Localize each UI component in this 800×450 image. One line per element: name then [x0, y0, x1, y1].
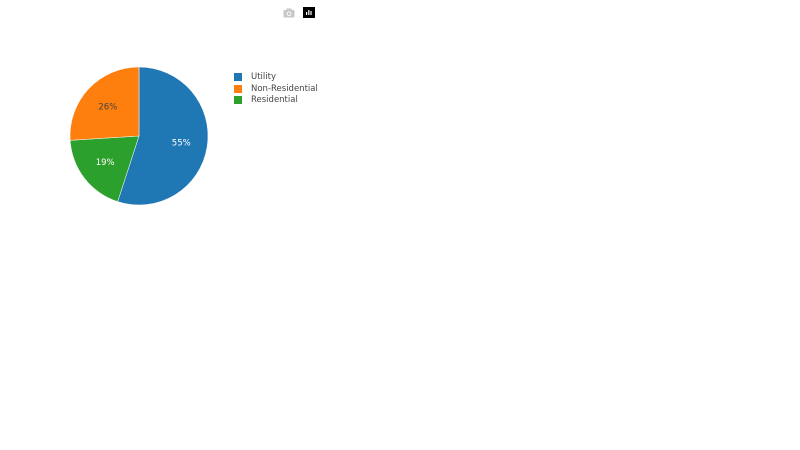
slice-label: 55% [172, 139, 191, 149]
legend-item[interactable]: Non-Residential [234, 83, 318, 95]
legend-label: Residential [251, 95, 298, 106]
modebar [283, 7, 315, 18]
slice-label: 26% [98, 103, 117, 113]
legend-swatch [234, 96, 242, 105]
legend-label: Non-Residential [251, 83, 318, 94]
plotly-logo-icon[interactable] [303, 7, 315, 18]
pie-slice-residential[interactable] [69, 135, 140, 202]
legend-swatch [234, 72, 242, 81]
legend-label: Utility [251, 71, 277, 82]
pie-slice-utility[interactable] [117, 66, 209, 206]
legend-item[interactable]: Utility [234, 71, 318, 83]
legend-item[interactable]: Residential [234, 94, 318, 106]
slice-label: 19% [96, 158, 115, 168]
legend: Utility Non-Residential Residential [234, 71, 318, 106]
camera-icon[interactable] [283, 7, 295, 18]
pie-slice-non-residential[interactable] [69, 66, 140, 141]
legend-swatch [234, 84, 242, 93]
